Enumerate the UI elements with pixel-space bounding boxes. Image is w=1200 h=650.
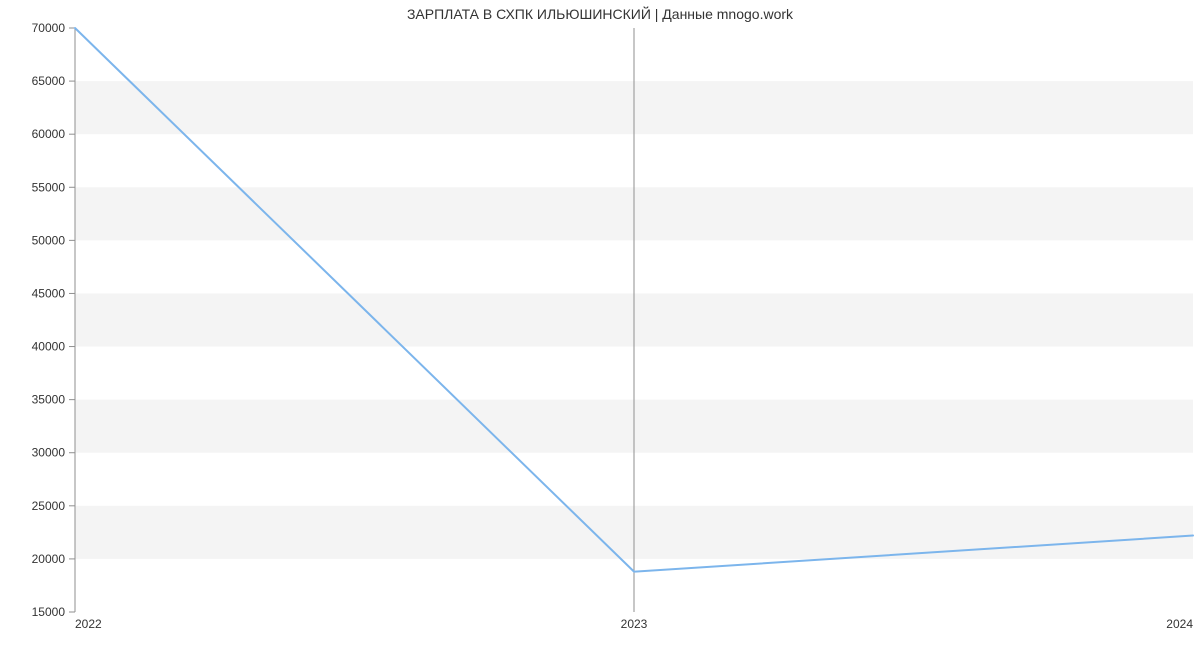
y-tick-label: 35000 xyxy=(32,393,66,407)
y-tick-label: 60000 xyxy=(32,127,66,141)
y-tick-label: 40000 xyxy=(32,340,66,354)
y-tick-label: 15000 xyxy=(32,605,66,619)
salary-line-chart: ЗАРПЛАТА В СХПК ИЛЬЮШИНСКИЙ | Данные mno… xyxy=(0,0,1200,650)
y-tick-label: 30000 xyxy=(32,446,66,460)
y-tick-label: 55000 xyxy=(32,180,66,194)
y-tick-label: 20000 xyxy=(32,552,66,566)
y-tick-label: 70000 xyxy=(32,21,66,35)
x-tick-label: 2022 xyxy=(75,617,102,631)
chart-svg: 15000 20000 25000 30000 35000 40000 45000 50000… xyxy=(0,0,1200,650)
y-tick-label: 65000 xyxy=(32,74,66,88)
x-tick-label: 2023 xyxy=(621,617,648,631)
y-tick-label: 45000 xyxy=(32,286,66,300)
y-tick-label: 25000 xyxy=(32,499,66,513)
x-tick-label: 2024 xyxy=(1166,617,1193,631)
y-tick-label: 50000 xyxy=(32,233,66,247)
